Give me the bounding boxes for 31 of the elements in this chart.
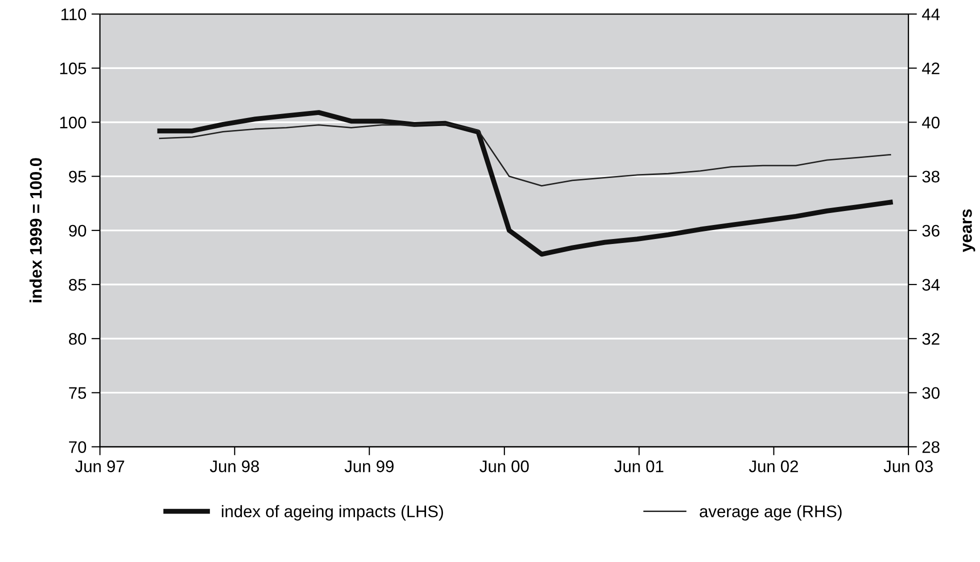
y2-tick-label: 34 (922, 278, 940, 291)
line-series (159, 122, 892, 186)
x-tick-label: Jun 98 (210, 460, 259, 472)
y-axis-title: index 1999 = 100.0 (30, 158, 42, 302)
y-tick-label: 80 (68, 333, 86, 345)
x-tick-label: Jun 02 (749, 460, 798, 472)
y2-tick-label: 38 (922, 170, 940, 183)
y-tick-label: 105 (60, 62, 86, 74)
y2-tick-label: 30 (922, 387, 940, 399)
y2-tick-label: 44 (922, 8, 940, 20)
y-tick-label: 95 (69, 170, 86, 183)
y-tick-label: 75 (69, 387, 86, 399)
y2-tick-label: 32 (922, 333, 940, 345)
y2-tick-label: 28 (922, 441, 940, 453)
y-tick-label: 85 (68, 278, 86, 291)
y-tick-label: 110 (61, 8, 86, 20)
legend-label: average age (RHS) (700, 505, 842, 521)
y2-axis-title: years (962, 209, 976, 252)
x-tick-label: Jun 00 (480, 460, 529, 472)
x-tick-label: Jun 97 (75, 460, 124, 472)
y-tick-label: 100 (60, 116, 86, 128)
y-tick-label: 70 (69, 441, 86, 453)
y2-tick-label: 36 (922, 224, 940, 237)
y2-tick-label: 42 (922, 62, 940, 74)
x-tick-label: Jun 01 (614, 460, 664, 472)
y-tick-label: 90 (69, 224, 86, 237)
y2-tick-label: 40 (922, 116, 940, 128)
x-tick-label: Jun 99 (344, 460, 394, 472)
x-tick-label: Jun 03 (884, 460, 933, 472)
legend-label: index of ageing impacts (LHS) (222, 505, 444, 521)
line-series (157, 110, 893, 257)
